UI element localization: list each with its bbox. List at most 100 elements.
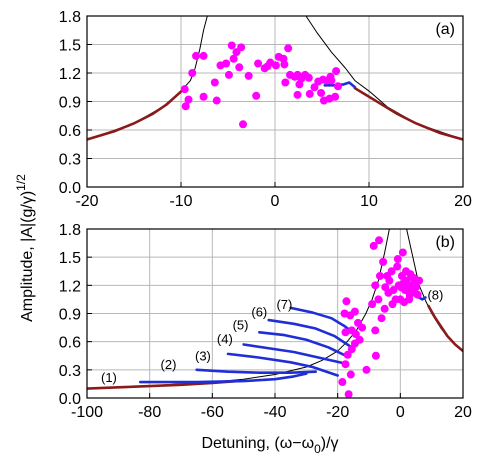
data-point — [192, 51, 201, 60]
curve-label: (7) — [276, 297, 292, 312]
y-tick-label: 0.6 — [59, 335, 81, 352]
data-point — [362, 365, 371, 374]
series-group — [87, 16, 463, 141]
data-point — [284, 44, 293, 53]
magenta-dot-series — [180, 41, 342, 129]
data-point — [355, 335, 364, 344]
blue-thick-line-series — [242, 343, 346, 365]
data-point — [252, 91, 261, 100]
data-point — [254, 59, 263, 68]
curve-label: (8) — [427, 287, 443, 302]
data-point — [181, 102, 190, 111]
data-point — [393, 262, 402, 271]
data-point — [388, 300, 397, 309]
curve-label: (5) — [233, 317, 249, 332]
curve-label: (6) — [251, 304, 267, 319]
dark-red-thick-line-series — [87, 86, 187, 141]
data-point — [188, 69, 197, 77]
blue-thick-line-series — [195, 368, 318, 374]
data-point — [210, 78, 219, 87]
y-tick-label: 0.3 — [59, 152, 81, 169]
data-point — [375, 271, 384, 280]
data-point — [212, 96, 221, 105]
dark-red-thick-line-series — [427, 304, 463, 353]
data-point — [380, 304, 389, 313]
magenta-dot-series — [338, 236, 424, 398]
panel-a-chart: -20 -10 0 10 20 0.0 0.3 0.6 0.9 1.2 1.5 1.8 (a) — [59, 9, 472, 210]
panel-b-chart: (1) (2) (3) (4)(5)(6) (7) (8) -100 -80 -60 -40 -20… — [59, 222, 472, 421]
data-point — [317, 88, 326, 97]
y-tick-label: 0.9 — [59, 307, 81, 324]
x-tick-label: 20 — [454, 193, 472, 210]
dark-red-thick-line-series — [353, 86, 463, 141]
x-tick-label: 0 — [396, 404, 405, 421]
data-point — [281, 78, 290, 87]
blue-thick-line-series — [267, 318, 352, 348]
data-point — [227, 41, 236, 50]
data-point — [293, 90, 302, 99]
x-tick-label: 0 — [271, 193, 280, 210]
data-point — [180, 85, 189, 94]
data-point — [393, 255, 402, 264]
data-point — [305, 89, 314, 98]
data-point — [405, 295, 414, 304]
x-tick-label: -100 — [71, 404, 103, 421]
shared-y-axis-label: Amplitude, |A|(g/γ)1/2 — [14, 174, 36, 322]
y-axis-label-main: Amplitude, |A|(g/γ) — [19, 191, 36, 322]
data-point — [304, 73, 313, 82]
data-point — [224, 70, 233, 79]
data-point — [343, 350, 352, 359]
x-tick-label: 10 — [360, 193, 378, 210]
y-tick-label: 0.6 — [59, 123, 81, 140]
data-point — [369, 241, 378, 250]
data-point — [375, 236, 384, 245]
y-tick-label: 1.2 — [59, 278, 81, 295]
y-tick-label: 1.2 — [59, 66, 81, 83]
blue-thick-line-series — [258, 330, 346, 357]
data-point — [338, 378, 347, 387]
data-point — [222, 59, 231, 68]
data-point — [199, 92, 208, 101]
data-point — [341, 360, 350, 369]
data-point — [333, 82, 342, 91]
y-tick-label: 1.8 — [59, 222, 81, 239]
data-point — [374, 295, 383, 304]
data-point — [384, 288, 393, 297]
data-point — [371, 281, 380, 290]
y-tick-label: 1.5 — [59, 38, 81, 55]
data-point — [244, 71, 253, 80]
y-tick-label: 0.0 — [59, 180, 81, 197]
blue-thick-line-series — [138, 372, 308, 384]
data-point — [344, 390, 353, 398]
data-point — [229, 54, 238, 63]
grid — [86, 15, 464, 188]
y-tick-label: 0.3 — [59, 363, 81, 380]
data-point — [346, 370, 355, 379]
data-point — [398, 248, 407, 257]
data-point — [383, 271, 392, 280]
blue-thick-line-series — [323, 81, 357, 89]
data-point — [280, 60, 289, 69]
data-point — [341, 328, 350, 337]
data-point — [199, 51, 208, 60]
data-point — [239, 120, 248, 129]
x-tick-label: -40 — [263, 404, 286, 421]
data-point — [332, 67, 341, 76]
data-point — [351, 330, 360, 339]
data-point — [358, 323, 367, 332]
y-tick-label: 0.0 — [59, 391, 81, 408]
data-point — [413, 290, 422, 299]
shared-x-axis-label: Detuning, (ω−ω0)/γ — [201, 435, 338, 456]
x-tick-label: -60 — [201, 404, 224, 421]
data-point — [379, 257, 388, 266]
curve-label: (4) — [217, 332, 233, 347]
data-point — [184, 95, 193, 104]
data-point — [310, 83, 319, 92]
x-tick-label: 20 — [454, 404, 472, 421]
y-tick-label: 1.8 — [59, 9, 81, 26]
data-point — [342, 297, 351, 306]
data-point — [350, 307, 359, 316]
blue-thick-line-series — [226, 352, 339, 377]
data-point — [412, 283, 420, 292]
x-tick-label: -10 — [169, 193, 192, 210]
